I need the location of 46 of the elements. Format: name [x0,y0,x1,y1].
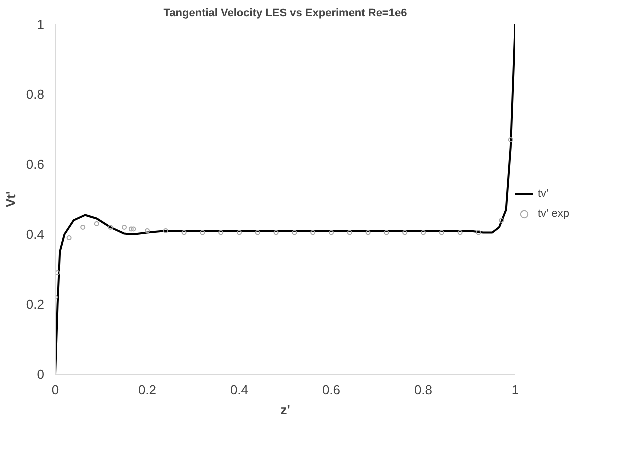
point [56,270,60,276]
point [384,230,390,236]
x-tick-label: 0 [52,382,60,398]
point [182,230,187,236]
point [218,230,224,236]
point [366,230,371,236]
x-tick-label: 0.4 [230,382,249,398]
y-tick-label: 0.8 [26,87,45,102]
y-tick-label: 0.4 [26,227,45,242]
y-tick-label: 0.2 [26,297,45,312]
point [200,230,206,236]
point [310,230,316,236]
point [292,230,298,236]
y-tick-label: 0 [37,367,45,382]
point [347,230,352,236]
point [128,226,134,232]
point [255,230,260,236]
point [508,138,514,142]
point [421,230,426,236]
point [499,218,504,223]
point [80,225,86,230]
point [329,230,334,236]
x-tick-label: 0.2 [138,382,157,398]
point [237,230,242,236]
y-tick-label: 0.6 [26,157,45,172]
point [439,230,444,236]
point [402,230,408,236]
x-axis-title: z' [280,402,290,418]
point [274,230,279,236]
point [131,226,136,232]
x-tick-label: 0.6 [322,382,341,398]
x-tick-label: 1 [512,382,520,398]
point [145,228,150,234]
legend-label: tv' exp [538,208,570,220]
point [476,230,482,236]
legend-label: tv' [538,188,550,200]
point [458,230,463,236]
point [94,222,100,226]
y-tick-label: 1 [37,17,45,32]
chart-title: Tangential Velocity LES vs Experiment Re=1e6 [164,8,408,20]
point [163,228,168,234]
point [66,236,72,240]
y-axis-title: Vt' [3,191,18,208]
point [122,225,127,230]
x-tick-label: 0.8 [414,382,433,398]
point [108,225,114,230]
